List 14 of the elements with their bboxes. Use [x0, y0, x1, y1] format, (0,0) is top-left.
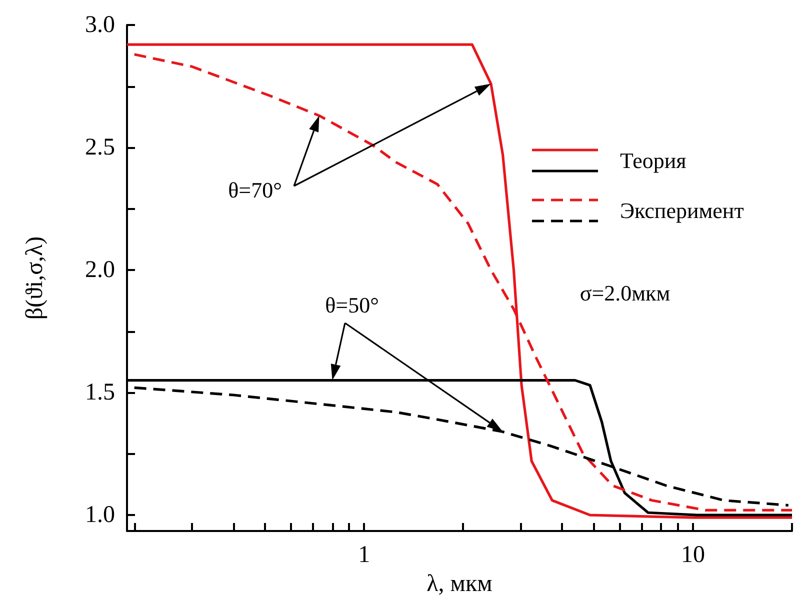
- annotation: σ=2.0мкм: [580, 280, 670, 306]
- y-tick-label: 2.5: [85, 134, 115, 161]
- x-axis-title: λ, мкм: [426, 570, 492, 597]
- y-tick-label: 1.0: [85, 502, 115, 528]
- annotation: θ=70°: [228, 178, 282, 202]
- y-axis-title: β(ϑi,σ,λ): [22, 236, 48, 320]
- legend-label: Эксперимент: [620, 198, 744, 223]
- y-tick-label: 3.0: [85, 12, 115, 38]
- legend-label: Теория: [620, 148, 686, 173]
- y-tick-label: 2.0: [85, 257, 115, 284]
- y-tick-label: 1.5: [85, 380, 115, 406]
- x-tick-label: 10: [681, 542, 706, 568]
- x-tick-label: 1: [358, 542, 370, 568]
- annotation: θ=50°: [325, 292, 379, 318]
